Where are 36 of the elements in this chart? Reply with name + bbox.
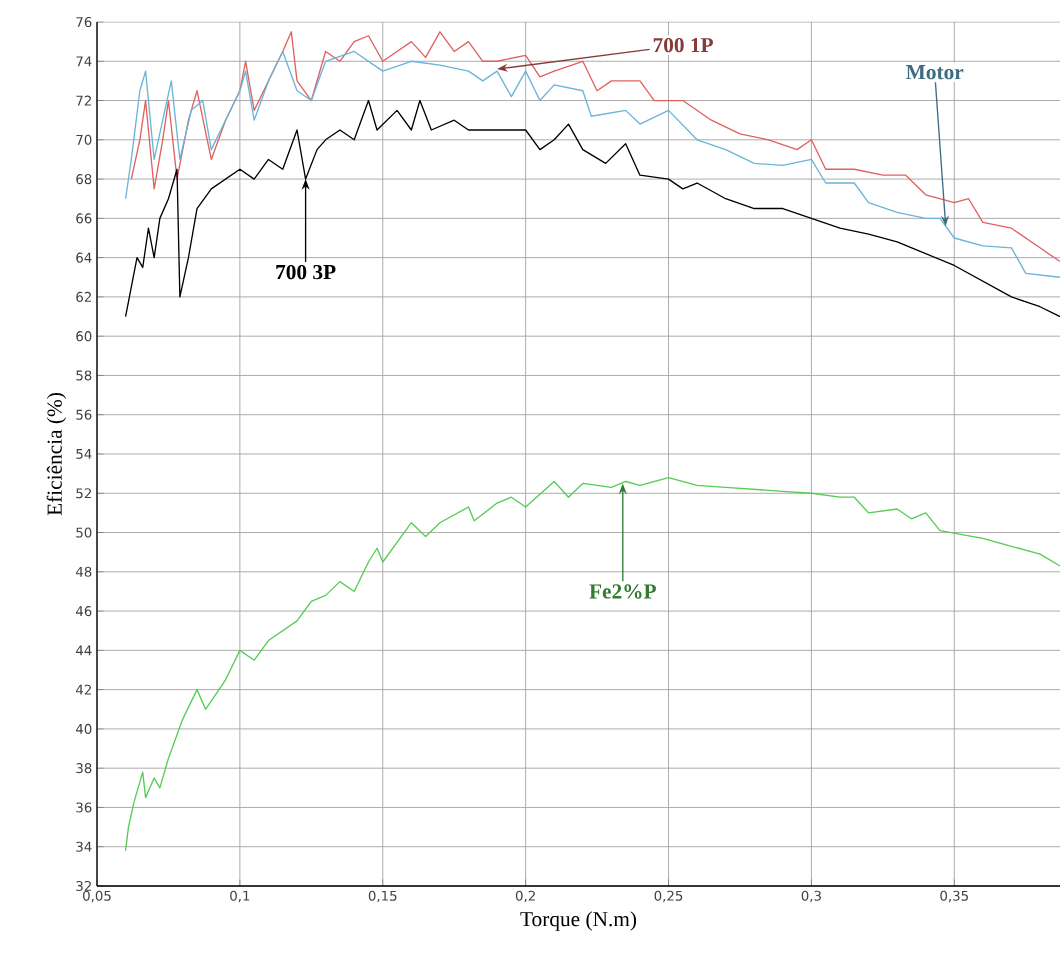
y-tick-label: 34 [76,841,92,852]
y-tick-label: 66 [76,213,92,224]
y-tick-label: 58 [76,370,92,381]
y-tick-label: 48 [75,566,92,577]
x-tick-label: 0,1 [230,890,250,903]
y-tick-label: 74 [76,56,92,67]
x-tick-label: 0,15 [368,890,397,903]
y-tick-label: 68 [76,174,92,185]
x-axis-title: Torque (N.m) [520,911,637,931]
y-tick-label: 46 [75,606,92,617]
y-tick-label: 42 [75,684,91,695]
y-tick-label: 62 [76,291,91,302]
x-tick-label: 0,2 [515,890,535,903]
y-tick-label: 38 [76,763,92,774]
y-tick-label: 54 [76,449,92,459]
y-tick-label: 70 [76,134,92,145]
y-tick-label: 50 [76,527,92,538]
annotation: Motor [906,65,964,80]
y-tick-label: 60 [76,331,92,342]
y-tick-label: 40 [75,723,92,734]
annotation: 700 3P [276,264,336,280]
y-tick-label: 72 [76,95,91,106]
y-tick-label: 36 [76,802,92,813]
y-tick-label: 56 [76,409,92,420]
x-tick-label: 0,35 [940,890,968,903]
y-tick-label: 52 [76,488,91,499]
annotation: Fe2%P [589,584,656,599]
x-tick-label: 0,05 [83,890,111,903]
x-tick-label: 0,3 [801,890,821,903]
y-tick-label: 32 [76,880,91,892]
annotation: 700 1P [653,37,713,53]
y-axis-title: Eficiência (%) [46,393,67,516]
x-tick-label: 0,25 [654,890,683,903]
y-tick-label: 76 [76,16,92,28]
y-tick-label: 64 [76,252,92,263]
y-tick-label: 44 [75,645,92,656]
